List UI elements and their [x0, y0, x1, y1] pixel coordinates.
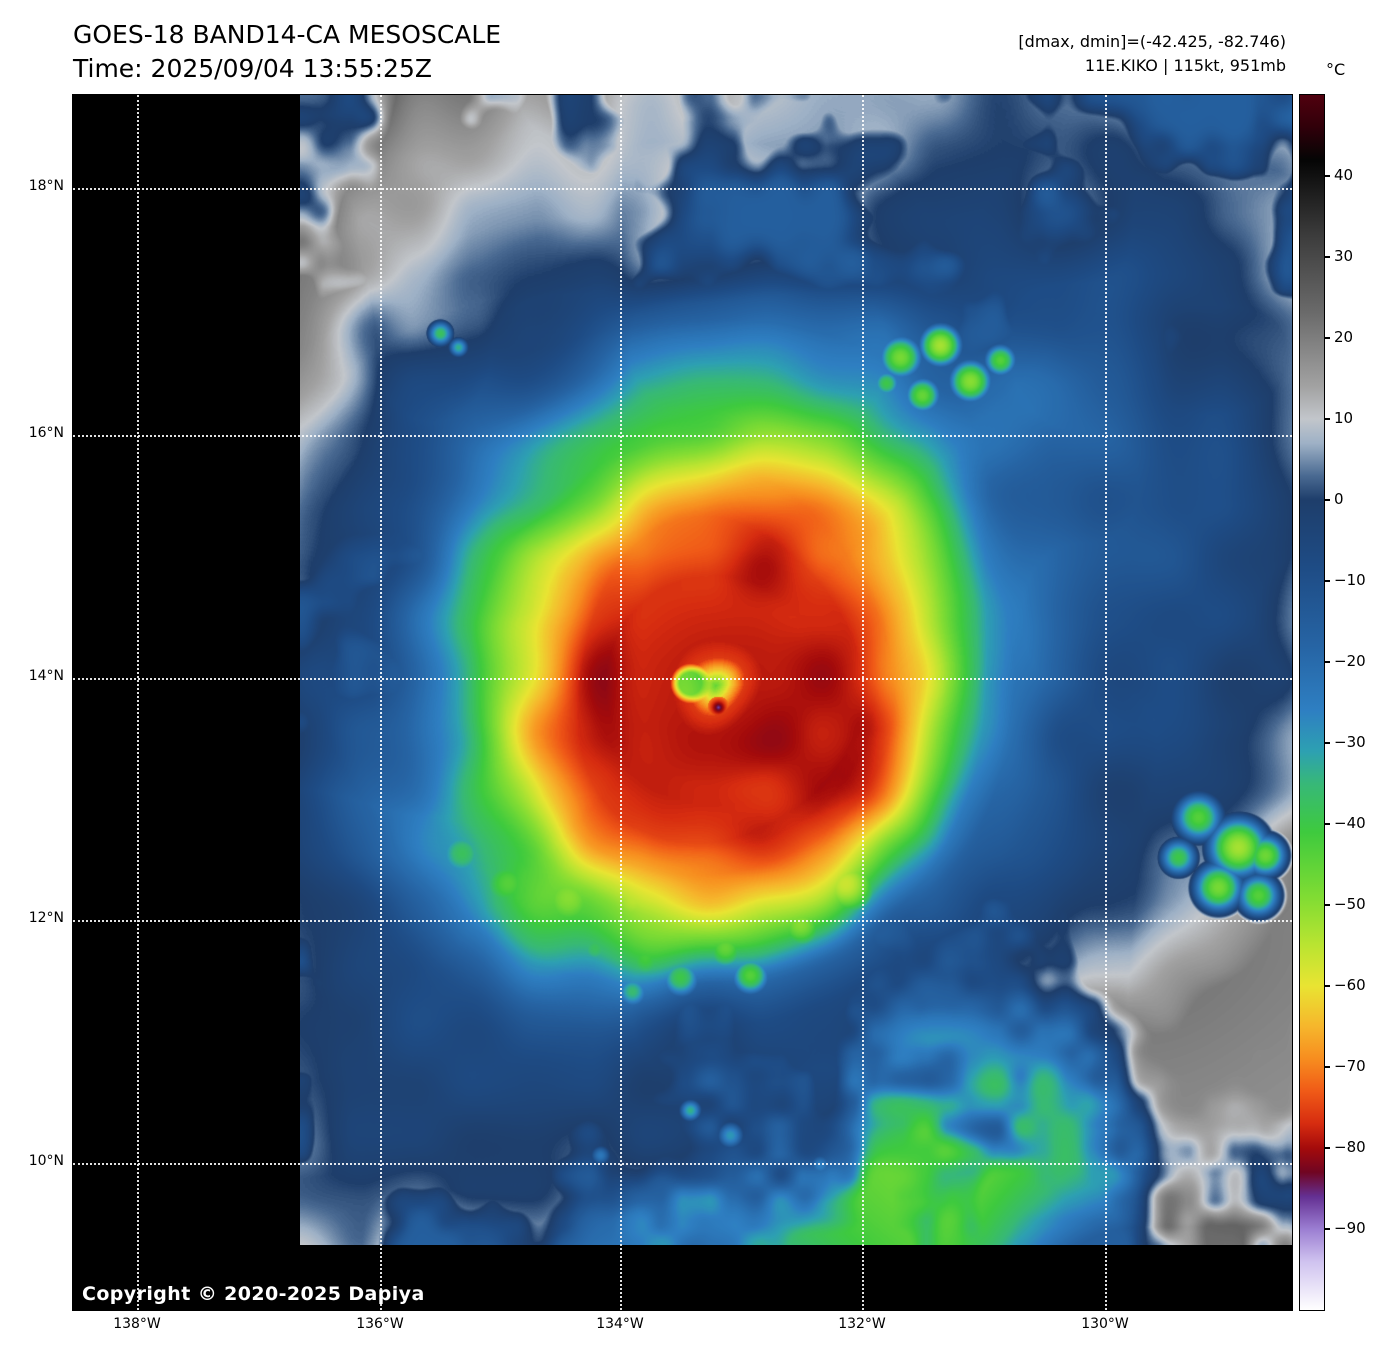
lat-tick-label: 18°N: [28, 178, 64, 194]
colorbar-tick-mark: [1324, 742, 1330, 744]
colorbar-tick-mark: [1324, 499, 1330, 501]
lat-tick-label: 12°N: [28, 910, 64, 926]
colorbar-tick-label: 20: [1334, 328, 1354, 346]
colorbar-tick-mark: [1324, 823, 1330, 825]
colorbar-unit-label: °C: [1326, 60, 1346, 79]
colorbar-tick-mark: [1324, 985, 1330, 987]
colorbar-tick-label: −10: [1334, 571, 1366, 589]
satellite-imagery-canvas: [300, 95, 1292, 1245]
colorbar-tick-mark: [1324, 580, 1330, 582]
colorbar-tick-mark: [1324, 1066, 1330, 1068]
timestamp-label: Time: 2025/09/04 13:55:25Z: [73, 54, 432, 83]
map-frame: Copyright © 2020-2025 Dapiya: [72, 94, 1293, 1311]
colorbar-tick-mark: [1324, 256, 1330, 258]
lat-tick-label: 16°N: [28, 425, 64, 441]
colorbar-tick-label: −20: [1334, 652, 1366, 670]
colorbar-tick-mark: [1324, 175, 1330, 177]
colorbar-tick-label: −90: [1334, 1219, 1366, 1237]
colorbar-tick-mark: [1324, 1147, 1330, 1149]
colorbar-tick-mark: [1324, 337, 1330, 339]
lon-tick-label: 138°W: [113, 1316, 161, 1332]
colorbar-tick-mark: [1324, 904, 1330, 906]
colorbar-tick-label: −60: [1334, 976, 1366, 994]
colorbar-tick-label: 0: [1334, 490, 1344, 508]
colorbar-tick-label: −40: [1334, 814, 1366, 832]
colorbar-gradient: [1300, 95, 1324, 1310]
colorbar-tick-label: −70: [1334, 1057, 1366, 1075]
copyright-text: Copyright © 2020-2025 Dapiya: [82, 1283, 425, 1305]
colorbar: [1299, 94, 1325, 1311]
colorbar-tick-mark: [1324, 661, 1330, 663]
lon-tick-label: 130°W: [1081, 1316, 1129, 1332]
colorbar-tick-label: 10: [1334, 409, 1354, 427]
gridline-lon: [137, 95, 139, 1310]
storm-status-label: 11E.KIKO | 115kt, 951mb: [1084, 56, 1286, 75]
lat-tick-label: 10°N: [28, 1153, 64, 1169]
info-block: [dmax, dmin]=(-42.425, -82.746) 11E.KIKO…: [1018, 30, 1286, 78]
lon-tick-label: 132°W: [838, 1316, 886, 1332]
lon-tick-label: 134°W: [596, 1316, 644, 1332]
latitude-axis: 18°N 16°N 14°N 12°N 10°N: [0, 95, 66, 1310]
colorbar-tick-label: 40: [1334, 166, 1354, 184]
colorbar-tick-mark: [1324, 1228, 1330, 1230]
colorbar-tick-label: 30: [1334, 247, 1354, 265]
title-block: GOES-18 BAND14-CA MESOSCALE Time: 2025/0…: [73, 18, 501, 86]
dmax-dmin-label: [dmax, dmin]=(-42.425, -82.746): [1018, 32, 1286, 51]
lat-tick-label: 14°N: [28, 668, 64, 684]
colorbar-tick-label: −30: [1334, 733, 1366, 751]
lon-tick-label: 136°W: [356, 1316, 404, 1332]
page-title: GOES-18 BAND14-CA MESOSCALE: [73, 20, 502, 49]
colorbar-tick-mark: [1324, 418, 1330, 420]
colorbar-tick-label: −80: [1334, 1138, 1366, 1156]
longitude-axis: 138°W 136°W 134°W 132°W 130°W: [73, 1316, 1292, 1342]
colorbar-tick-label: −50: [1334, 895, 1366, 913]
